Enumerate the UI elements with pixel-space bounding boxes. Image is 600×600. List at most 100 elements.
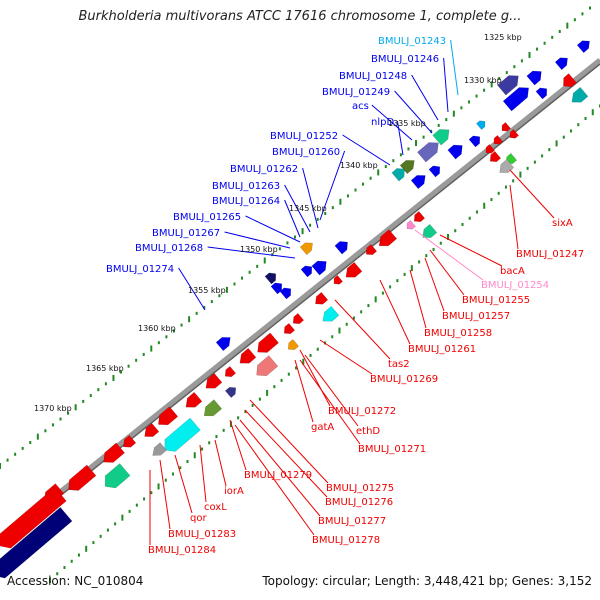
outer-tick-mark [157,341,160,345]
outer-tick-mark [437,123,440,127]
topology-summary: Topology: circular; Length: 3,448,421 bp… [262,574,592,588]
reverse-gene-arrow [103,442,125,463]
forward-feature-track[interactable] [215,40,590,399]
inner-tick-mark [106,528,109,532]
inner-tick-mark [287,372,290,376]
reverse-gene-arrow [144,422,160,437]
reverse-gene-arrow [68,464,97,491]
outer-tick-mark [483,88,486,92]
forward-gene-arrow [428,165,441,178]
inner-tick-mark [374,296,377,303]
gene-label: BMULJ_01263 [212,181,280,192]
outer-tick-mark [203,305,206,309]
inner-tick-mark [164,478,167,482]
inner-tick-mark [331,335,334,339]
outer-tick-mark [543,41,546,45]
reverse-gene-arrow [239,347,257,364]
outer-tick-mark [377,169,380,176]
reverse-gene-arrow [499,158,515,173]
outer-tick-mark [498,76,501,80]
feature-callouts: BMULJ_01243 BMULJ_01246 BMULJ_01248 BMULJ_0… [106,36,584,556]
outer-tick-mark [225,286,228,293]
outer-tick-mark [460,106,463,110]
outer-tick-mark [188,316,191,323]
inner-tick-mark [251,403,254,407]
outer-tick-mark [346,194,349,198]
gene-label: BMULJ_01262 [230,164,298,175]
gene-label: acs [352,101,369,112]
outer-tick-mark [195,311,198,315]
forward-gene-arrow [526,70,542,86]
callout-line [159,459,171,530]
backbone-edge [0,63,600,545]
forward-gene-arrow [576,40,590,54]
inner-tick-mark [345,322,348,326]
scale-label: 1330 kbp [464,76,502,85]
forward-gene-arrow [334,241,348,255]
reverse-gene-arrow [422,223,438,238]
scale-label: 1335 kbp [388,119,426,128]
callout-line [379,279,411,345]
gene-label: BMULJ_01258 [424,328,492,339]
inner-tick-mark [338,327,341,334]
outer-tick-mark [505,71,508,75]
inner-tick-mark [541,154,544,158]
gene-label: bacA [500,266,525,277]
reverse-gene-arrow [256,355,279,377]
outer-tick-mark [362,182,365,186]
inner-tick-mark [504,185,507,189]
callout-line [207,246,296,259]
outer-tick-mark [513,65,516,69]
forward-gene-arrow [410,175,426,190]
inner-tick-mark [447,233,450,240]
callout-line [396,120,404,156]
scale-label: 1340 kbp [340,161,378,170]
reverse-gene-arrow [489,150,502,163]
callout-line [199,444,207,503]
outer-tick-mark [490,81,493,88]
reverse-feature-track[interactable] [0,73,589,579]
reverse-gene-arrow [0,507,73,579]
outer-tick-mark [89,394,92,398]
inner-tick-mark [237,416,240,420]
reverse-gene-arrow [292,312,305,325]
gene-label: BMULJ_01267 [152,228,220,239]
outer-tick-mark [29,441,32,445]
callout-line [234,424,315,536]
gene-label: BMULJ_01283 [168,529,236,540]
gene-label: nlpD [371,117,394,128]
outer-tick-mark [558,29,561,33]
inner-tick-mark [99,534,102,538]
reverse-gene-arrow [509,129,519,139]
reverse-gene-arrow [563,73,577,88]
gene-label: BMULJ_01257 [442,311,510,322]
outer-tick-mark [271,253,274,257]
gene-label: BMULJ_01252 [270,131,338,142]
gene-label: sixA [552,218,573,229]
outer-tick-mark [589,6,591,10]
outer-tick-mark [309,223,312,227]
forward-gene-arrow [300,265,313,278]
inner-tick-mark [519,171,522,178]
outer-tick-mark [74,404,77,411]
gene-label: BMULJ_01243 [378,36,446,47]
inner-tick-mark [49,577,51,583]
inner-tick-mark [128,509,131,513]
callout-line [229,419,247,471]
inner-tick-mark [273,385,276,389]
outer-tick-mark [339,198,342,205]
forward-gene-arrow [399,160,415,175]
forward-gene-arrow [311,260,327,276]
inner-tick-mark [497,191,500,195]
callout-line [509,184,519,250]
callout-line [409,269,427,329]
callout-line [239,419,321,517]
gene-label: BMULJ_01261 [408,344,476,355]
outer-tick-mark [354,188,357,192]
outer-tick-mark [241,276,244,280]
outer-tick-mark [301,228,304,235]
inner-tick-mark [179,466,182,470]
forward-gene-arrow [468,135,481,148]
forward-gene-arrow [224,386,237,399]
